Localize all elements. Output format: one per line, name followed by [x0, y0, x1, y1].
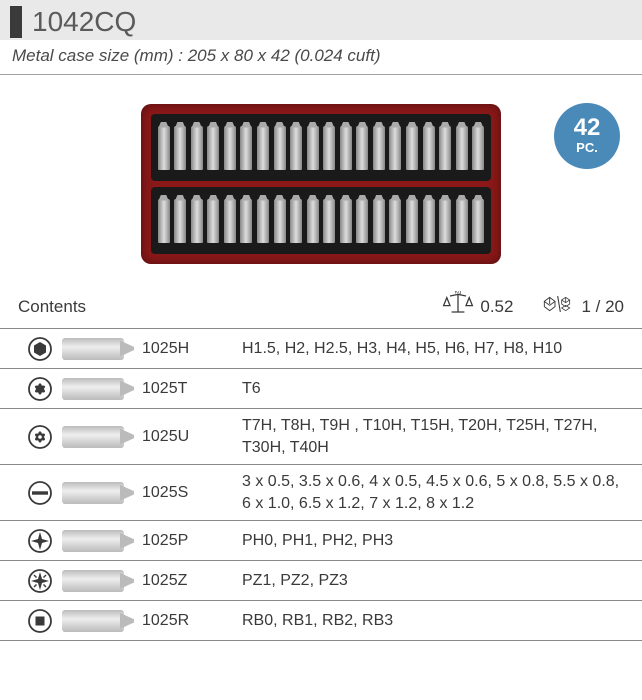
- part-code: 1025S: [142, 484, 242, 502]
- hero-bit: [224, 199, 236, 243]
- bit-thumbnail: [62, 530, 142, 552]
- hero-bit: [406, 126, 418, 170]
- torx-sec-icon: [18, 424, 62, 450]
- bit-thumbnail: [62, 378, 142, 400]
- hero-bit: [373, 126, 385, 170]
- content-row: 1025S3 x 0.5, 3.5 x 0.6, 4 x 0.5, 4.5 x …: [0, 465, 642, 521]
- slot-icon: [18, 480, 62, 506]
- hero-bit: [356, 126, 368, 170]
- bit-thumbnail: [62, 610, 142, 632]
- content-row: 1025PPH0, PH1, PH2, PH3: [0, 521, 642, 561]
- case-size-subtitle: Metal case size (mm) : 205 x 80 x 42 (0.…: [0, 40, 642, 75]
- part-code: 1025P: [142, 532, 242, 550]
- hero-bit: [191, 126, 203, 170]
- hex-icon: [18, 336, 62, 362]
- hero-bit: [439, 126, 451, 170]
- size-list: T6: [242, 376, 624, 402]
- size-list: RB0, RB1, RB2, RB3: [242, 608, 624, 634]
- product-hero: 42 PC.: [0, 85, 642, 283]
- hero-bit: [406, 199, 418, 243]
- bit-thumbnail: [62, 482, 142, 504]
- svg-text:Kg: Kg: [455, 291, 462, 296]
- hero-bit: [224, 126, 236, 170]
- size-list: T7H, T8H, T9H , T10H, T15H, T20H, T25H, …: [242, 413, 624, 460]
- hero-bit: [207, 126, 219, 170]
- hero-bit: [340, 126, 352, 170]
- hero-bit: [423, 126, 435, 170]
- hero-bit: [240, 126, 252, 170]
- hero-bit: [456, 199, 468, 243]
- content-row: 1025RRB0, RB1, RB2, RB3: [0, 601, 642, 641]
- hero-bit: [207, 199, 219, 243]
- hero-bit: [373, 199, 385, 243]
- piece-count-badge: 42 PC.: [554, 103, 620, 169]
- content-row: 1025TT6: [0, 369, 642, 409]
- size-list: 3 x 0.5, 3.5 x 0.6, 4 x 0.5, 4.5 x 0.6, …: [242, 469, 624, 516]
- hero-bit: [274, 126, 286, 170]
- bit-case: [141, 104, 501, 264]
- bit-thumbnail: [62, 570, 142, 592]
- badge-unit: PC.: [576, 140, 598, 156]
- size-list: H1.5, H2, H2.5, H3, H4, H5, H6, H7, H8, …: [242, 336, 624, 362]
- header-accent-bar: [10, 6, 22, 38]
- hero-bit: [158, 126, 170, 170]
- pozi-icon: [18, 568, 62, 594]
- hero-bit: [158, 199, 170, 243]
- torx-icon: [18, 376, 62, 402]
- hero-bit: [274, 199, 286, 243]
- size-list: PH0, PH1, PH2, PH3: [242, 528, 624, 554]
- content-row: 1025ZPZ1, PZ2, PZ3: [0, 561, 642, 601]
- hero-bit: [472, 199, 484, 243]
- bit-tray-top: [151, 114, 491, 181]
- bit-thumbnail: [62, 338, 142, 360]
- hero-bit: [356, 199, 368, 243]
- hero-bit: [191, 199, 203, 243]
- scale-icon: Kg: [442, 291, 474, 322]
- hero-bit: [423, 199, 435, 243]
- box-icon: [543, 291, 575, 322]
- content-row: 1025UT7H, T8H, T9H , T10H, T15H, T20H, T…: [0, 409, 642, 465]
- hero-bit: [174, 126, 186, 170]
- part-code: 1025U: [142, 428, 242, 446]
- badge-count: 42: [574, 116, 601, 140]
- hero-bit: [439, 199, 451, 243]
- hero-bit: [389, 199, 401, 243]
- hero-bit: [389, 126, 401, 170]
- hero-bit: [290, 126, 302, 170]
- hero-bit: [323, 126, 335, 170]
- hero-bit: [307, 126, 319, 170]
- content-row: 1025HH1.5, H2, H2.5, H3, H4, H5, H6, H7,…: [0, 329, 642, 369]
- part-code: 1025H: [142, 340, 242, 358]
- pack-value: 1 / 20: [581, 297, 624, 317]
- header: 1042CQ: [0, 0, 642, 40]
- contents-label: Contents: [18, 297, 218, 317]
- hero-bit: [456, 126, 468, 170]
- bit-thumbnail: [62, 426, 142, 448]
- hero-bit: [174, 199, 186, 243]
- hero-bit: [257, 199, 269, 243]
- part-code: 1025R: [142, 612, 242, 630]
- pack-spec: 1 / 20: [543, 291, 624, 322]
- weight-spec: Kg 0.52: [442, 291, 513, 322]
- bit-tray-bottom: [151, 187, 491, 254]
- contents-table: 1025HH1.5, H2, H2.5, H3, H4, H5, H6, H7,…: [0, 329, 642, 641]
- hero-bit: [472, 126, 484, 170]
- weight-value: 0.52: [480, 297, 513, 317]
- hero-bit: [257, 126, 269, 170]
- robertson-icon: [18, 608, 62, 634]
- size-list: PZ1, PZ2, PZ3: [242, 568, 624, 594]
- hero-bit: [307, 199, 319, 243]
- contents-header-row: Contents Kg 0.52 1 / 20: [0, 287, 642, 329]
- product-code-title: 1042CQ: [32, 6, 136, 38]
- hero-bit: [323, 199, 335, 243]
- part-code: 1025T: [142, 380, 242, 398]
- hero-bit: [290, 199, 302, 243]
- part-code: 1025Z: [142, 572, 242, 590]
- hero-bit: [340, 199, 352, 243]
- hero-bit: [240, 199, 252, 243]
- phillips-icon: [18, 528, 62, 554]
